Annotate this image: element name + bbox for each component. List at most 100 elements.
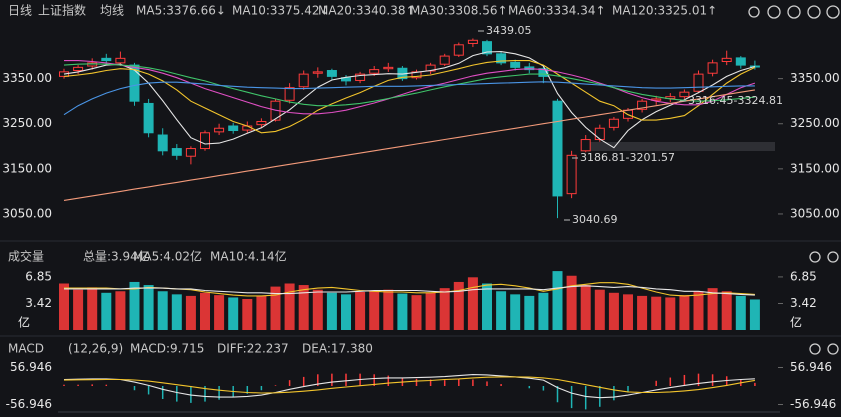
candle-body <box>256 120 267 126</box>
candle-body <box>467 39 478 44</box>
volume-bar <box>101 292 112 330</box>
volume-unit: 亿 <box>790 315 802 330</box>
candle-body <box>566 154 577 195</box>
volume-unit: 亿 <box>18 315 30 330</box>
volume-bar <box>298 285 309 330</box>
volume-bar <box>707 288 718 330</box>
range-band <box>585 142 775 151</box>
volume-bar <box>157 291 168 330</box>
candle-body <box>439 55 450 65</box>
toolbar <box>748 5 840 355</box>
period: 日线 <box>8 4 32 18</box>
volume-bar <box>383 289 394 330</box>
volume-bar <box>721 291 732 330</box>
candle-body <box>73 66 84 72</box>
volume-bar <box>679 295 690 330</box>
settings-icon[interactable] <box>827 251 839 263</box>
ma-line <box>63 63 755 107</box>
candle-body <box>538 68 549 77</box>
y-tick-label: 3350.00 <box>790 71 840 85</box>
candle-body <box>707 62 718 74</box>
candle-body <box>143 102 154 134</box>
volume-bar <box>256 295 267 330</box>
candle-body <box>721 57 732 62</box>
volume-bar <box>214 295 225 330</box>
annotation: 3040.69 <box>572 213 618 226</box>
volume-bar <box>749 299 760 330</box>
legend-entry: MA60:3334.34↑ <box>508 4 606 18</box>
volume-bar <box>59 283 69 330</box>
legend-entry: MA5:3376.66↓ <box>136 4 226 18</box>
candle-body <box>510 61 521 68</box>
legend-entry: MA120:3325.01↑ <box>612 4 717 18</box>
zoom-in-icon[interactable] <box>767 5 781 19</box>
candle-body <box>369 69 380 74</box>
y-tick-label: 3050.00 <box>2 206 52 220</box>
volume-bar <box>411 295 422 330</box>
candle-body <box>693 73 704 92</box>
volume-bar <box>510 294 521 330</box>
ma-label: 均线 <box>100 4 124 18</box>
settings-icon[interactable] <box>827 343 839 355</box>
volume-ma-line <box>64 285 755 296</box>
annotation: 3439.05 <box>486 24 532 37</box>
candle-body <box>115 57 126 64</box>
volume-bar <box>651 296 662 330</box>
candle-body <box>482 41 492 55</box>
candle-body <box>608 118 619 128</box>
candle-body <box>496 53 507 64</box>
candle-body <box>129 64 140 102</box>
volume-bar <box>228 297 239 330</box>
macd-title: MACD <box>8 342 44 356</box>
volume-bar <box>467 277 478 330</box>
volume-bar <box>552 271 563 330</box>
y-tick-label: 3250.00 <box>790 116 840 130</box>
volume-bar <box>143 285 154 330</box>
settings-icon[interactable] <box>748 6 760 18</box>
candle-body <box>355 73 366 81</box>
ma-line <box>63 60 756 134</box>
close-icon[interactable] <box>809 251 821 263</box>
candle-body <box>383 66 394 70</box>
y-tick-label: -56.946 <box>790 397 836 411</box>
legend-entry: MACD:9.715 <box>130 342 204 356</box>
close-icon[interactable] <box>809 343 821 355</box>
y-tick-label: 3050.00 <box>790 206 840 220</box>
ma-line <box>63 51 756 149</box>
volume-bar <box>482 283 492 330</box>
y-tick-label: 3.42 <box>790 296 817 310</box>
volume-bar <box>496 291 507 330</box>
y-tick-label: 3350.00 <box>2 71 52 85</box>
candle-body <box>228 125 239 132</box>
candle-body <box>298 73 309 88</box>
volume-bar <box>425 292 436 330</box>
y-tick-label: -56.946 <box>6 397 52 411</box>
volume-title: 成交量 <box>8 249 44 264</box>
candle-body <box>214 127 225 133</box>
legend-entry: MA5:4.02亿 <box>133 249 202 264</box>
volume-bar <box>608 292 619 330</box>
volume-bar <box>693 291 704 330</box>
volume-bar <box>312 289 323 330</box>
volume-bar <box>524 295 535 330</box>
legend-entry: MA10:3375.42↓ <box>232 4 330 18</box>
next-icon[interactable] <box>826 5 840 19</box>
volume-bar <box>623 294 633 330</box>
annotation: 3186.81-3201.57 <box>580 151 675 164</box>
zoom-out-icon[interactable] <box>787 5 801 19</box>
volume-bar <box>87 287 98 330</box>
volume-bar <box>580 285 591 330</box>
prev-icon[interactable] <box>807 5 821 19</box>
annotation: 3316.45-3324.81 <box>688 94 783 107</box>
candle-body <box>594 127 605 141</box>
volume-bar <box>355 292 366 330</box>
candle-body <box>185 148 196 157</box>
y-tick-label: 3150.00 <box>790 161 840 175</box>
volume-bar <box>129 281 140 330</box>
candle-body <box>312 71 323 74</box>
candle-body <box>580 139 591 152</box>
y-tick-label: 3250.00 <box>2 116 52 130</box>
volume-bar <box>270 286 281 330</box>
volume-bar <box>594 289 605 330</box>
